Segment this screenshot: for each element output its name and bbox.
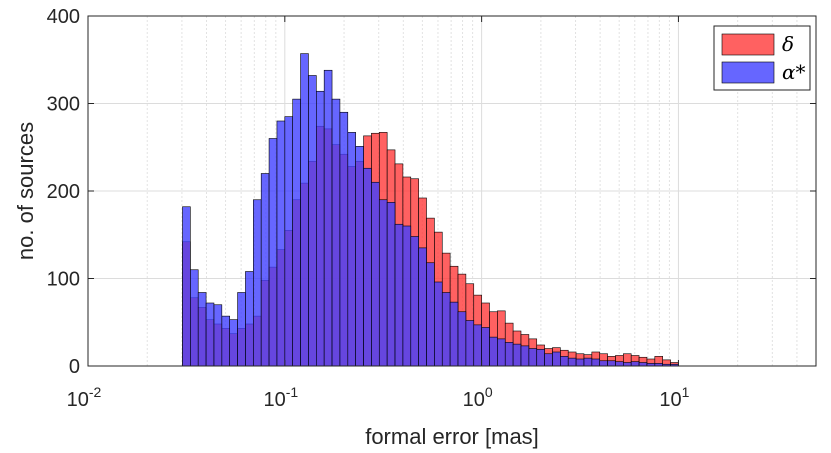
histogram-bar [316, 90, 325, 367]
legend-swatch [721, 61, 775, 84]
histogram-bar [292, 98, 301, 367]
histogram-bar [394, 223, 404, 367]
x-tick-label: 10-1 [263, 384, 298, 411]
histogram-bar [473, 324, 482, 367]
histogram-bar [229, 319, 238, 367]
histogram-bar [512, 343, 522, 367]
histogram-bar [363, 167, 372, 367]
histogram-bar [434, 281, 443, 367]
histogram-bar [308, 75, 317, 367]
histogram-bar [371, 181, 380, 367]
legend-label: α* [782, 60, 806, 84]
histogram-bar [245, 271, 254, 367]
histogram-bar [528, 348, 538, 367]
legend: δ α* [713, 25, 811, 91]
histogram-bar [300, 53, 309, 367]
histogram-bar [520, 345, 530, 367]
histogram-bar [552, 351, 561, 367]
x-tick-label: 10-2 [67, 384, 102, 411]
histogram-bar [386, 202, 396, 367]
bars [182, 53, 679, 367]
histogram-bar [378, 199, 388, 367]
legend-swatch [721, 33, 775, 56]
histogram-bar [355, 146, 364, 367]
histogram-bar [638, 362, 648, 367]
histogram-bar [331, 98, 341, 367]
y-tick-label: 200 [47, 181, 80, 203]
histogram-bar [205, 302, 215, 367]
histogram-bar [190, 269, 199, 367]
histogram-bar [575, 358, 585, 367]
histogram-bar [276, 120, 286, 367]
histogram-bar [410, 236, 419, 367]
histogram-bar [418, 247, 427, 367]
histogram-bar [489, 336, 498, 367]
histogram-bar [465, 320, 475, 367]
x-tick-label: 100 [463, 384, 493, 411]
histogram-bar [237, 292, 246, 367]
histogram-bar [497, 338, 506, 367]
y-tick-label: 100 [47, 269, 80, 291]
histogram-bar [402, 225, 412, 367]
histogram-bar [481, 327, 490, 367]
histogram-bar [221, 315, 231, 367]
histogram-bar [284, 116, 293, 367]
y-tick-label: 400 [47, 6, 80, 28]
histogram-bar [623, 362, 632, 367]
histogram-bar [615, 361, 624, 367]
histogram-bar [599, 360, 608, 367]
histogram-bar [449, 301, 459, 367]
histogram-bar [347, 132, 356, 367]
histogram-bar [441, 292, 451, 367]
histogram-bar [426, 262, 435, 367]
histogram-bar [536, 349, 545, 367]
histogram-bar [323, 69, 333, 367]
y-axis-label: no. of sources [13, 122, 38, 260]
histogram-bar [268, 138, 278, 367]
histogram-bar [544, 353, 553, 367]
histogram-bar [591, 358, 601, 367]
y-tick-label: 0 [69, 356, 80, 378]
histogram-bar [560, 356, 569, 367]
histogram-bar [253, 199, 262, 367]
histogram-bar [583, 357, 593, 367]
histogram-bar [182, 206, 191, 367]
x-tick-label: 101 [659, 384, 689, 411]
histogram-bar [213, 304, 223, 367]
histogram-bar [339, 111, 349, 367]
y-tick-label: 300 [47, 94, 80, 116]
histogram-bar [630, 361, 640, 367]
legend-label: δ [782, 32, 794, 56]
histogram-bar [260, 173, 270, 367]
histogram-bar [457, 311, 467, 367]
axis-ticks: 10-2 10-1 100 101 0 100 200 300 400 [47, 6, 816, 411]
histogram-bar [567, 357, 577, 367]
histogram-bar [504, 342, 514, 367]
histogram-bar [197, 292, 207, 367]
x-axis-label: formal error [mas] [365, 424, 539, 449]
histogram-bar [607, 360, 616, 367]
